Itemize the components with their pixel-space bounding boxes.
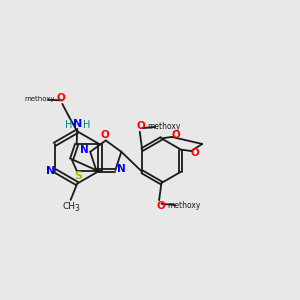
Text: S: S — [74, 171, 82, 181]
Text: N: N — [117, 164, 126, 174]
Text: N: N — [80, 145, 89, 155]
Text: H: H — [65, 120, 73, 130]
Text: O: O — [56, 93, 65, 103]
Text: O: O — [156, 201, 165, 211]
Text: H: H — [83, 120, 90, 130]
Text: methoxy: methoxy — [25, 96, 55, 102]
Text: O: O — [101, 130, 110, 140]
Text: O: O — [137, 122, 146, 131]
Text: 3: 3 — [74, 204, 79, 213]
Text: O: O — [172, 130, 180, 140]
Text: N: N — [73, 118, 83, 128]
Text: O: O — [191, 148, 200, 158]
Text: methoxy: methoxy — [148, 122, 181, 131]
Text: CH: CH — [63, 202, 76, 211]
Text: methoxy: methoxy — [167, 201, 200, 210]
Text: N: N — [46, 166, 56, 176]
